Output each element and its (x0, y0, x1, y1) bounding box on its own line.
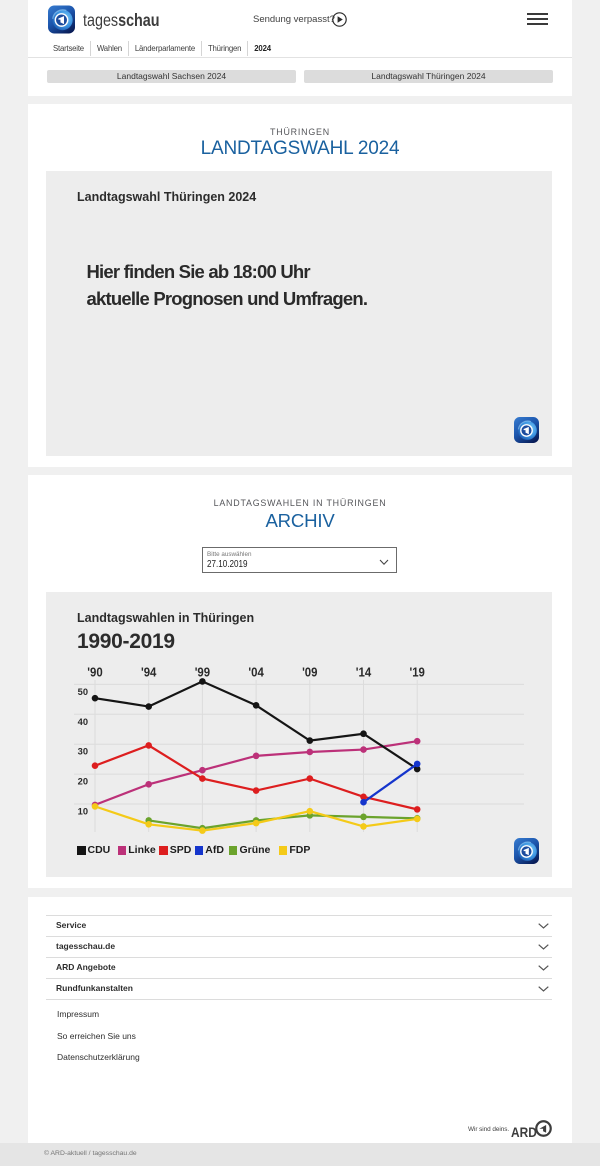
svg-text:10: 10 (78, 807, 88, 817)
svg-text:'90: '90 (87, 664, 102, 679)
svg-text:'99: '99 (195, 664, 210, 679)
svg-text:'94: '94 (141, 664, 157, 679)
svg-text:40: 40 (78, 717, 88, 727)
svg-text:'14: '14 (356, 664, 372, 679)
svg-text:30: 30 (78, 747, 88, 757)
svg-text:20: 20 (78, 777, 88, 787)
svg-text:'09: '09 (302, 664, 317, 679)
svg-text:'04: '04 (248, 664, 264, 679)
svg-text:'19: '19 (410, 664, 425, 679)
svg-text:50: 50 (78, 687, 88, 697)
